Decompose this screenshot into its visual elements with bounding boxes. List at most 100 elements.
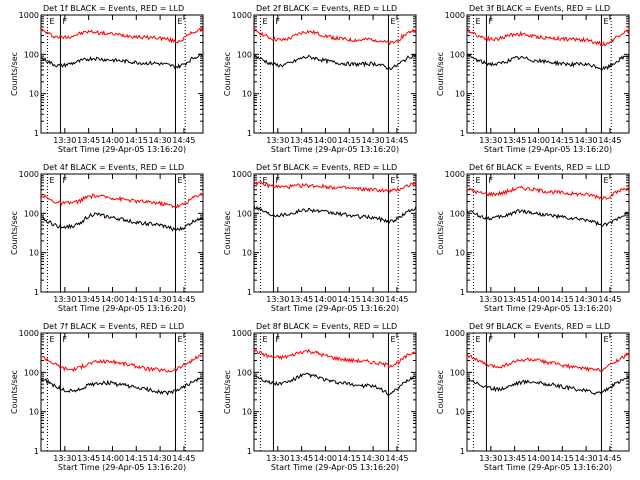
y-tick-label: 1000 <box>445 329 465 338</box>
x-tick-label: 14:15 <box>551 454 574 463</box>
time-marker-label: E <box>177 17 182 26</box>
time-marker-label: F <box>488 176 493 185</box>
x-tick-label: 14:45 <box>598 454 621 463</box>
time-marker-label: F <box>488 17 493 26</box>
x-tick-label: 14:30 <box>149 454 172 463</box>
x-tick-label: 13:30 <box>266 295 289 304</box>
y-tick-label: 100 <box>24 50 39 59</box>
x-tick-label: 14:00 <box>527 136 550 145</box>
x-axis-label: Start Time (29-Apr-05 13:16:20) <box>484 304 612 313</box>
chart-title: Det 6f BLACK = Events, RED = LLD <box>469 163 610 172</box>
y-tick-label: 1000 <box>19 170 39 179</box>
y-tick-label: 1000 <box>445 170 465 179</box>
events-rate-series <box>466 53 630 71</box>
time-marker-label: E <box>177 335 182 344</box>
y-axis-label: Counts/sec <box>436 52 445 96</box>
chart-panel: Det 2f BLACK = Events, RED = LLD 1 10 100 10… <box>223 4 417 154</box>
y-tick-label: 10 <box>29 90 39 99</box>
time-marker-label: F <box>62 17 67 26</box>
x-tick-label: 13:30 <box>479 295 502 304</box>
lld-rate-series <box>466 352 630 373</box>
y-axis-label: Counts/sec <box>223 211 232 255</box>
plot-frame <box>253 14 417 134</box>
x-axis-label: Start Time (29-Apr-05 13:16:20) <box>58 463 186 472</box>
chart-title: Det 1f BLACK = Events, RED = LLD <box>43 4 184 13</box>
y-axis-label: Counts/sec <box>223 370 232 414</box>
x-tick-label: 14:00 <box>527 454 550 463</box>
x-tick-label: 14:45 <box>598 295 621 304</box>
y-tick-label: 100 <box>237 50 252 59</box>
x-axis-label: Start Time (29-Apr-05 13:16:20) <box>484 145 612 154</box>
x-tick-label: 14:30 <box>362 454 385 463</box>
time-marker-label: E <box>262 335 267 344</box>
chart-title: Det 7f BLACK = Events, RED = LLD <box>43 322 184 331</box>
x-tick-label: 14:45 <box>385 295 408 304</box>
x-tick-label: 14:45 <box>385 454 408 463</box>
plot-frame <box>466 332 630 452</box>
time-marker-label: E <box>390 335 395 344</box>
events-rate-series <box>466 209 630 227</box>
x-tick-label: 14:30 <box>362 295 385 304</box>
x-tick-label: 14:30 <box>149 295 172 304</box>
y-axis-label: Counts/sec <box>10 211 19 255</box>
x-tick-label: 13:30 <box>53 454 76 463</box>
x-tick-label: 14:15 <box>338 136 361 145</box>
y-tick-label: 1 <box>247 129 252 138</box>
chart-panel: Det 1f BLACK = Events, RED = LLD 1 10 100 10… <box>10 4 204 154</box>
y-axis-label: Counts/sec <box>436 370 445 414</box>
y-tick-label: 100 <box>237 209 252 218</box>
y-tick-label: 10 <box>455 249 465 258</box>
y-tick-label: 10 <box>455 408 465 417</box>
time-marker-label: F <box>62 176 67 185</box>
x-tick-label: 14:15 <box>338 295 361 304</box>
lld-rate-series <box>253 348 417 368</box>
y-tick-label: 1 <box>247 288 252 297</box>
x-axis-label: Start Time (29-Apr-05 13:16:20) <box>58 304 186 313</box>
x-tick-label: 14:15 <box>125 136 148 145</box>
x-tick-label: 13:30 <box>266 454 289 463</box>
time-marker-label: E <box>603 17 608 26</box>
y-axis-label: Counts/sec <box>10 52 19 96</box>
chart-panel: Det 4f BLACK = Events, RED = LLD 1 10 100 10… <box>10 163 204 313</box>
chart-panel: Det 8f BLACK = Events, RED = LLD 1 10 100 10… <box>223 322 417 472</box>
y-tick-label: 1 <box>460 129 465 138</box>
x-tick-label: 14:00 <box>527 295 550 304</box>
y-tick-label: 1000 <box>232 11 252 20</box>
x-tick-label: 13:30 <box>53 295 76 304</box>
time-marker-label: E <box>390 17 395 26</box>
time-marker-label: E <box>262 17 267 26</box>
time-marker-label: E <box>603 176 608 185</box>
chart-title: Det 5f BLACK = Events, RED = LLD <box>256 163 397 172</box>
chart-title: Det 8f BLACK = Events, RED = LLD <box>256 322 397 331</box>
events-rate-series <box>253 205 417 225</box>
chart-panel: Det 7f BLACK = Events, RED = LLD 1 10 100 10… <box>10 322 204 472</box>
time-marker-label: F <box>488 335 493 344</box>
lld-rate-series <box>253 180 417 194</box>
y-tick-label: 10 <box>242 90 252 99</box>
plot-frame <box>40 14 204 134</box>
y-tick-label: 100 <box>450 368 465 377</box>
x-tick-label: 13:45 <box>77 295 100 304</box>
plot-frame <box>253 173 417 293</box>
plot-frame <box>253 332 417 452</box>
y-tick-label: 1000 <box>19 11 39 20</box>
lld-rate-series <box>40 192 204 209</box>
lld-rate-series <box>466 185 630 200</box>
lld-rate-series <box>253 27 417 46</box>
x-tick-label: 14:30 <box>575 136 598 145</box>
x-tick-label: 13:45 <box>503 136 526 145</box>
plot-frame <box>40 173 204 293</box>
x-axis-label: Start Time (29-Apr-05 13:16:20) <box>58 145 186 154</box>
y-tick-label: 1 <box>247 447 252 456</box>
y-axis-label: Counts/sec <box>436 211 445 255</box>
plot-frame <box>466 173 630 293</box>
x-tick-label: 13:45 <box>503 295 526 304</box>
x-tick-label: 13:30 <box>479 454 502 463</box>
x-tick-label: 14:45 <box>172 295 195 304</box>
time-marker-label: E <box>262 176 267 185</box>
y-tick-label: 10 <box>242 408 252 417</box>
x-tick-label: 14:00 <box>314 295 337 304</box>
x-tick-label: 14:45 <box>598 136 621 145</box>
y-tick-label: 100 <box>237 368 252 377</box>
